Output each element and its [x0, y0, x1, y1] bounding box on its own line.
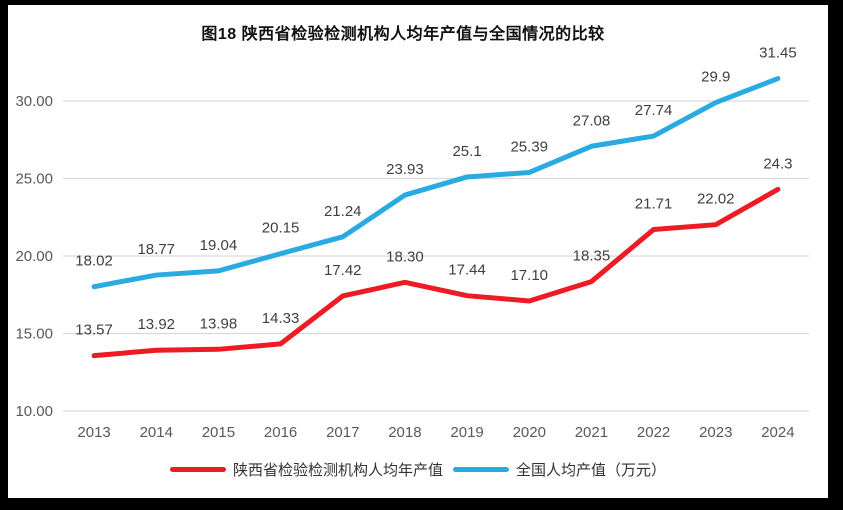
y-axis-tick-label: 25.00	[15, 171, 53, 188]
legend: 陕西省检验检测机构人均年产值 全国人均产值（万元）	[8, 459, 828, 480]
data-label-national: 18.77	[137, 241, 175, 258]
data-label-national: 29.9	[701, 69, 730, 86]
chart-title: 图18 陕西省检验检测机构人均年产值与全国情况的比较	[201, 26, 605, 43]
data-label-shaanxi: 14.33	[262, 310, 300, 327]
data-label-shaanxi: 24.3	[763, 155, 792, 172]
x-axis-year-label: 2014	[140, 424, 173, 441]
data-label-shaanxi: 13.57	[75, 322, 113, 339]
legend-line-swatch-national	[453, 467, 509, 472]
legend-label-national: 全国人均产值（万元）	[516, 462, 667, 479]
data-label-shaanxi: 22.02	[697, 191, 735, 208]
series-line-shaanxi	[91, 186, 781, 359]
y-axis-tick-label: 10.00	[15, 403, 53, 420]
data-label-shaanxi: 18.35	[573, 248, 611, 265]
data-label-national: 27.08	[573, 112, 611, 129]
x-axis-year-label: 2017	[326, 424, 359, 441]
y-axis-tick-label: 30.00	[15, 93, 53, 110]
data-label-national: 21.24	[324, 203, 362, 220]
data-label-shaanxi: 17.44	[448, 262, 486, 279]
x-axis-year-label: 2015	[202, 424, 235, 441]
legend-item-national[interactable]: 全国人均产值（万元）	[453, 459, 666, 480]
data-label-national: 19.04	[200, 237, 238, 254]
data-label-shaanxi: 13.92	[137, 316, 175, 333]
data-label-national: 25.1	[452, 143, 481, 160]
data-label-national: 25.39	[510, 138, 548, 155]
data-label-shaanxi: 17.42	[324, 262, 362, 279]
x-axis-year-label: 2013	[77, 424, 110, 441]
legend-line-swatch-shaanxi	[169, 467, 226, 472]
data-label-national: 18.02	[75, 253, 113, 270]
legend-item-shaanxi[interactable]: 陕西省检验检测机构人均年产值	[169, 459, 443, 480]
data-label-national: 23.93	[386, 161, 424, 178]
data-label-national: 20.15	[262, 220, 300, 237]
chart-surface: 图18 陕西省检验检测机构人均年产值与全国情况的比较 10.00 15.00 20.…	[8, 5, 828, 498]
data-label-national: 31.45	[759, 45, 797, 62]
series-line-national	[91, 76, 781, 290]
x-axis-year-label: 2019	[450, 424, 483, 441]
x-axis-year-label: 2022	[637, 424, 670, 441]
x-axis-year-label: 2024	[761, 424, 794, 441]
x-axis-year-label: 2018	[388, 424, 421, 441]
y-axis-tick-label: 15.00	[15, 326, 53, 343]
legend-label-shaanxi: 陕西省检验检测机构人均年产值	[232, 462, 443, 479]
data-label-shaanxi: 17.10	[510, 267, 548, 284]
x-axis-year-label: 2023	[699, 424, 732, 441]
data-label-shaanxi: 13.98	[200, 315, 238, 332]
x-axis-year-label: 2020	[513, 424, 546, 441]
y-axis-tick-label: 20.00	[15, 248, 53, 265]
data-label-shaanxi: 18.30	[386, 248, 424, 265]
x-axis-year-label: 2021	[575, 424, 608, 441]
data-label-national: 27.74	[635, 102, 673, 119]
line-chart: 10.00 15.00 20.00 25.00 30.00 2013 2014 2015 201…	[15, 45, 809, 441]
x-axis-year-label: 2016	[264, 424, 297, 441]
data-label-shaanxi: 21.71	[635, 195, 673, 212]
